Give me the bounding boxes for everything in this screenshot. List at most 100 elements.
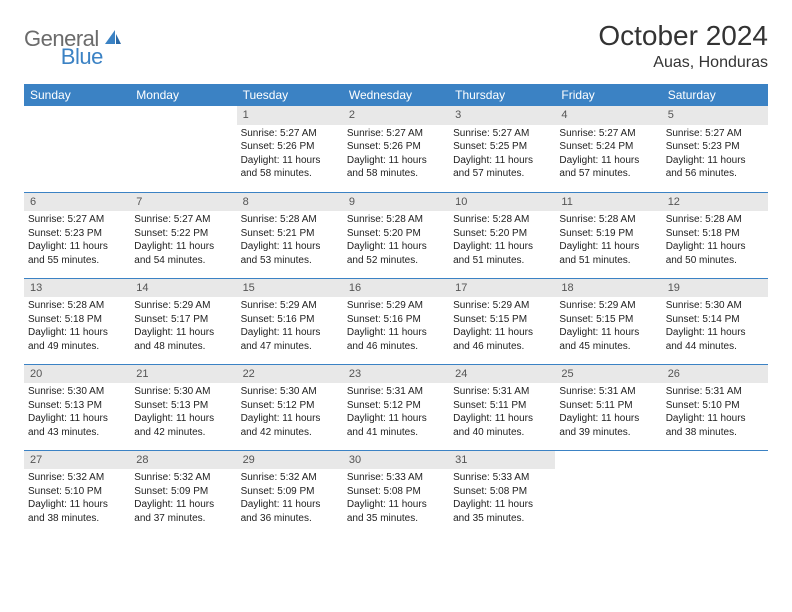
calendar-day-cell: 18Sunrise: 5:29 AMSunset: 5:15 PMDayligh… xyxy=(555,278,661,364)
day-number: 18 xyxy=(555,279,661,298)
day-number: 20 xyxy=(24,365,130,384)
day-number: 8 xyxy=(237,193,343,212)
calendar-day-cell: 10Sunrise: 5:28 AMSunset: 5:20 PMDayligh… xyxy=(449,192,555,278)
day-number: 12 xyxy=(662,193,768,212)
calendar-day-cell: 29Sunrise: 5:32 AMSunset: 5:09 PMDayligh… xyxy=(237,450,343,536)
calendar-week-row: 13Sunrise: 5:28 AMSunset: 5:18 PMDayligh… xyxy=(24,278,768,364)
day-number: 1 xyxy=(237,106,343,125)
day-number: 5 xyxy=(662,106,768,125)
calendar-day-cell: 26Sunrise: 5:31 AMSunset: 5:10 PMDayligh… xyxy=(662,364,768,450)
daylight-text: Daylight: 11 hours and 44 minutes. xyxy=(666,326,764,353)
calendar-day-cell xyxy=(555,450,661,536)
sunrise-text: Sunrise: 5:32 AM xyxy=(241,471,339,485)
day-details: Sunrise: 5:31 AMSunset: 5:11 PMDaylight:… xyxy=(555,383,661,443)
sunrise-text: Sunrise: 5:27 AM xyxy=(347,127,445,141)
day-details: Sunrise: 5:31 AMSunset: 5:10 PMDaylight:… xyxy=(662,383,768,443)
day-details: Sunrise: 5:29 AMSunset: 5:16 PMDaylight:… xyxy=(237,297,343,357)
sail-icon xyxy=(103,28,123,51)
daylight-text: Daylight: 11 hours and 49 minutes. xyxy=(28,326,126,353)
day-number: 22 xyxy=(237,365,343,384)
sunrise-text: Sunrise: 5:27 AM xyxy=(241,127,339,141)
daylight-text: Daylight: 11 hours and 42 minutes. xyxy=(241,412,339,439)
daylight-text: Daylight: 11 hours and 56 minutes. xyxy=(666,154,764,181)
day-details: Sunrise: 5:29 AMSunset: 5:15 PMDaylight:… xyxy=(449,297,555,357)
day-details: Sunrise: 5:28 AMSunset: 5:21 PMDaylight:… xyxy=(237,211,343,271)
day-number: 23 xyxy=(343,365,449,384)
sunrise-text: Sunrise: 5:31 AM xyxy=(559,385,657,399)
sunset-text: Sunset: 5:15 PM xyxy=(559,313,657,327)
daylight-text: Daylight: 11 hours and 58 minutes. xyxy=(241,154,339,181)
daylight-text: Daylight: 11 hours and 47 minutes. xyxy=(241,326,339,353)
daylight-text: Daylight: 11 hours and 57 minutes. xyxy=(559,154,657,181)
day-details: Sunrise: 5:33 AMSunset: 5:08 PMDaylight:… xyxy=(449,469,555,529)
sunset-text: Sunset: 5:08 PM xyxy=(453,485,551,499)
day-details: Sunrise: 5:31 AMSunset: 5:12 PMDaylight:… xyxy=(343,383,449,443)
sunset-text: Sunset: 5:26 PM xyxy=(241,140,339,154)
sunset-text: Sunset: 5:09 PM xyxy=(134,485,232,499)
day-number: 3 xyxy=(449,106,555,125)
day-details: Sunrise: 5:28 AMSunset: 5:18 PMDaylight:… xyxy=(24,297,130,357)
daylight-text: Daylight: 11 hours and 51 minutes. xyxy=(453,240,551,267)
daylight-text: Daylight: 11 hours and 58 minutes. xyxy=(347,154,445,181)
sunset-text: Sunset: 5:14 PM xyxy=(666,313,764,327)
daylight-text: Daylight: 11 hours and 42 minutes. xyxy=(134,412,232,439)
sunrise-text: Sunrise: 5:29 AM xyxy=(453,299,551,313)
calendar-day-cell: 17Sunrise: 5:29 AMSunset: 5:15 PMDayligh… xyxy=(449,278,555,364)
daylight-text: Daylight: 11 hours and 35 minutes. xyxy=(453,498,551,525)
calendar-day-cell: 12Sunrise: 5:28 AMSunset: 5:18 PMDayligh… xyxy=(662,192,768,278)
day-number: 13 xyxy=(24,279,130,298)
calendar-week-row: 1Sunrise: 5:27 AMSunset: 5:26 PMDaylight… xyxy=(24,106,768,192)
sunrise-text: Sunrise: 5:31 AM xyxy=(453,385,551,399)
day-details: Sunrise: 5:32 AMSunset: 5:09 PMDaylight:… xyxy=(237,469,343,529)
sunrise-text: Sunrise: 5:27 AM xyxy=(28,213,126,227)
calendar-table: SundayMondayTuesdayWednesdayThursdayFrid… xyxy=(24,84,768,536)
day-number: 19 xyxy=(662,279,768,298)
calendar-day-cell xyxy=(130,106,236,192)
day-number: 28 xyxy=(130,451,236,470)
sunset-text: Sunset: 5:17 PM xyxy=(134,313,232,327)
calendar-day-cell: 3Sunrise: 5:27 AMSunset: 5:25 PMDaylight… xyxy=(449,106,555,192)
sunrise-text: Sunrise: 5:29 AM xyxy=(241,299,339,313)
day-details: Sunrise: 5:29 AMSunset: 5:16 PMDaylight:… xyxy=(343,297,449,357)
calendar-day-cell: 13Sunrise: 5:28 AMSunset: 5:18 PMDayligh… xyxy=(24,278,130,364)
daylight-text: Daylight: 11 hours and 52 minutes. xyxy=(347,240,445,267)
day-number: 26 xyxy=(662,365,768,384)
sunrise-text: Sunrise: 5:30 AM xyxy=(666,299,764,313)
calendar-day-cell: 1 Sunrise: 5:27 AMSunset: 5:26 PMDaylight… xyxy=(237,106,343,192)
calendar-day-cell: 28Sunrise: 5:32 AMSunset: 5:09 PMDayligh… xyxy=(130,450,236,536)
sunrise-text: Sunrise: 5:33 AM xyxy=(347,471,445,485)
day-number: 31 xyxy=(449,451,555,470)
daylight-text: Daylight: 11 hours and 51 minutes. xyxy=(559,240,657,267)
calendar-day-cell: 24Sunrise: 5:31 AMSunset: 5:11 PMDayligh… xyxy=(449,364,555,450)
location-label: Auas, Honduras xyxy=(598,54,768,72)
calendar-body: 1Sunrise: 5:27 AMSunset: 5:26 PMDaylight… xyxy=(24,106,768,536)
sunset-text: Sunset: 5:23 PM xyxy=(28,227,126,241)
sunset-text: Sunset: 5:21 PM xyxy=(241,227,339,241)
day-details: Sunrise: 5:32 AMSunset: 5:09 PMDaylight:… xyxy=(130,469,236,529)
sunset-text: Sunset: 5:15 PM xyxy=(453,313,551,327)
sunset-text: Sunset: 5:13 PM xyxy=(134,399,232,413)
sunrise-text: Sunrise: 5:29 AM xyxy=(347,299,445,313)
day-number: 14 xyxy=(130,279,236,298)
sunset-text: Sunset: 5:26 PM xyxy=(347,140,445,154)
day-number: 21 xyxy=(130,365,236,384)
day-number: 25 xyxy=(555,365,661,384)
sunset-text: Sunset: 5:10 PM xyxy=(666,399,764,413)
day-number: 9 xyxy=(343,193,449,212)
day-details: Sunrise: 5:27 AMSunset: 5:23 PMDaylight:… xyxy=(24,211,130,271)
calendar-day-cell: 20Sunrise: 5:30 AMSunset: 5:13 PMDayligh… xyxy=(24,364,130,450)
calendar-day-cell: 2Sunrise: 5:27 AMSunset: 5:26 PMDaylight… xyxy=(343,106,449,192)
day-number: 15 xyxy=(237,279,343,298)
day-number: 6 xyxy=(24,193,130,212)
day-details: Sunrise: 5:30 AMSunset: 5:14 PMDaylight:… xyxy=(662,297,768,357)
title-block: October 2024 Auas, Honduras xyxy=(598,20,768,72)
daylight-text: Daylight: 11 hours and 36 minutes. xyxy=(241,498,339,525)
sunset-text: Sunset: 5:25 PM xyxy=(453,140,551,154)
daylight-text: Daylight: 11 hours and 48 minutes. xyxy=(134,326,232,353)
calendar-day-cell xyxy=(662,450,768,536)
daylight-text: Daylight: 11 hours and 35 minutes. xyxy=(347,498,445,525)
daylight-text: Daylight: 11 hours and 38 minutes. xyxy=(666,412,764,439)
day-details: Sunrise: 5:27 AMSunset: 5:22 PMDaylight:… xyxy=(130,211,236,271)
weekday-header-row: SundayMondayTuesdayWednesdayThursdayFrid… xyxy=(24,84,768,106)
sunrise-text: Sunrise: 5:27 AM xyxy=(453,127,551,141)
